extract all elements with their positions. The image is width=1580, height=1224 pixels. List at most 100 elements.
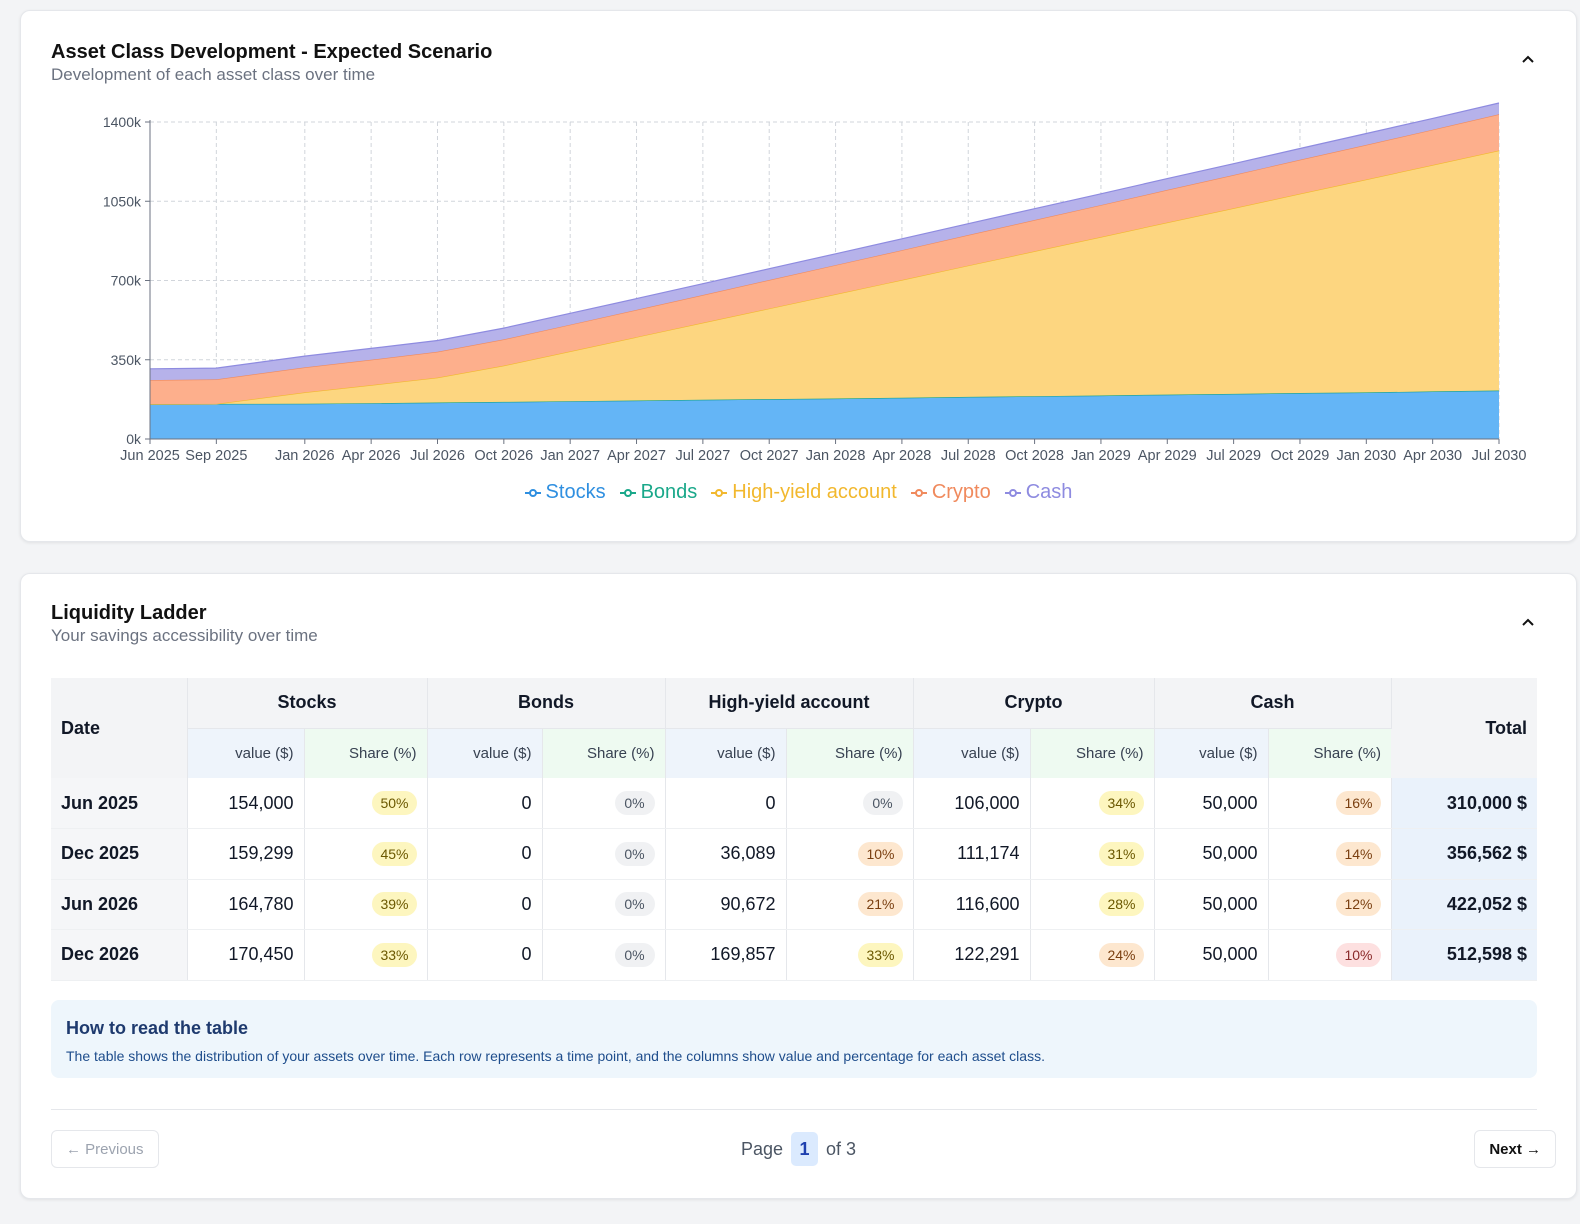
cell-share: 21% [786, 879, 914, 930]
legend-label: Stocks [545, 481, 606, 503]
table-row: Dec 2025 159,299 45% 0 0% 36,089 10% 111,174 31%… [51, 828, 1537, 880]
cell-value: 154,000 [187, 778, 305, 829]
legend-label: Crypto [931, 481, 991, 503]
table-row: Dec 2026 170,450 33% 0 0% 169,857 33% 122,291 24… [51, 929, 1537, 981]
cell-share: 24% [1030, 929, 1155, 981]
series-area-3 [150, 114, 1499, 405]
subheader-value: value ($) [1154, 728, 1269, 778]
cell-value: 50,000 [1154, 929, 1269, 981]
x-tick-label: Apr 2027 [607, 448, 666, 464]
x-tick-label: Jul 2026 [410, 448, 465, 464]
cell-value: 116,600 [913, 879, 1031, 930]
col-header-stocks: Stocks [187, 678, 428, 729]
cell-share: 16% [1268, 778, 1392, 829]
help-title: How to read the table [66, 1018, 249, 1038]
x-tick-label: Jul 2027 [675, 448, 730, 464]
cell-share: 0% [542, 929, 666, 981]
cell-value: 50,000 [1154, 778, 1269, 829]
table-row: Jun 2026 164,780 39% 0 0% 90,672 21% 116,600 28%… [51, 879, 1537, 930]
subheader-share: Share (%) [304, 728, 428, 778]
cell-share: 28% [1030, 879, 1155, 930]
share-badge: 33% [372, 942, 417, 967]
y-tick-label: 0k [126, 431, 142, 447]
collapse-chart-button[interactable] [1516, 47, 1540, 71]
cell-value: 90,672 [665, 879, 787, 930]
next-page-button[interactable]: Next → [1474, 1130, 1556, 1168]
share-badge: 24% [1099, 942, 1144, 967]
subheader-share: Share (%) [786, 728, 914, 778]
cell-share: 12% [1268, 879, 1392, 930]
cell-share: 10% [1268, 929, 1392, 981]
subheader-share: Share (%) [1268, 728, 1391, 778]
legend-item[interactable]: High-yield account [711, 481, 897, 504]
cell-share: 39% [304, 879, 428, 930]
subheader-value: value ($) [187, 728, 305, 778]
legend-item[interactable]: Cash [1004, 481, 1072, 504]
liquidity-table: Date Stocks Bonds High-yield account Cry… [51, 678, 1537, 981]
col-header-total: Total [1391, 678, 1537, 778]
pagination-info: Page 1 of 3 [21, 1130, 1576, 1168]
col-header-date: Date [51, 678, 188, 778]
x-tick-label: Jan 2028 [806, 448, 866, 464]
chart-legend: Stocks Bonds High-yield account Crypto Cash [21, 481, 1576, 504]
asset-area-chart: 0k 350k 700k 1050k 1400k Jun 2025 Sep 2025 Jan … [103, 102, 1526, 464]
cell-share: 45% [304, 828, 428, 880]
y-tick-label: 350k [111, 352, 142, 368]
x-tick-label: Oct 2026 [474, 448, 533, 464]
col-header-high-yield: High-yield account [665, 678, 914, 729]
subheader-value: value ($) [665, 728, 787, 778]
legend-label: High-yield account [732, 481, 897, 503]
cell-value: 111,174 [913, 828, 1031, 880]
share-badge: 31% [1099, 841, 1144, 866]
share-badge: 21% [858, 892, 903, 917]
share-badge: 39% [372, 892, 417, 917]
cell-share: 31% [1030, 828, 1155, 880]
x-tick-label: Apr 2026 [342, 448, 401, 464]
previous-page-button[interactable]: ← Previous [51, 1130, 159, 1168]
cell-share: 33% [786, 929, 914, 981]
cell-value: 106,000 [913, 778, 1031, 829]
share-badge: 10% [858, 841, 903, 866]
share-badge: 0% [614, 892, 655, 917]
x-tick-label: Oct 2028 [1005, 448, 1064, 464]
x-tick-label: Jan 2030 [1336, 448, 1396, 464]
legend-label: Bonds [640, 481, 698, 503]
legend-item[interactable]: Crypto [910, 481, 991, 504]
cell-value: 0 [427, 879, 543, 930]
share-badge: 34% [1099, 791, 1144, 815]
cell-value: 164,780 [187, 879, 305, 930]
cell-share: 0% [786, 778, 914, 829]
y-tick-label: 1050k [103, 193, 142, 209]
row-date: Dec 2025 [51, 828, 188, 880]
collapse-ladder-button[interactable] [1516, 610, 1540, 634]
cell-value: 0 [427, 778, 543, 829]
table-row: Jun 2025 154,000 50% 0 0% 0 0% 106,000 34% 50,000… [51, 778, 1537, 829]
chart-card-title: Asset Class Development - Expected Scena… [51, 41, 493, 63]
row-date: Dec 2026 [51, 929, 188, 981]
share-badge: 0% [862, 791, 903, 815]
legend-marker-icon [910, 488, 927, 498]
x-tick-label: Apr 2030 [1403, 448, 1462, 464]
cell-value: 0 [427, 929, 543, 981]
cell-value: 0 [665, 778, 787, 829]
cell-share: 33% [304, 929, 428, 981]
share-badge: 16% [1336, 791, 1381, 815]
cell-share: 14% [1268, 828, 1392, 880]
legend-marker-icon [619, 488, 636, 498]
ladder-card-title: Liquidity Ladder [51, 602, 207, 624]
col-header-bonds: Bonds [427, 678, 666, 729]
cell-share: 34% [1030, 778, 1155, 829]
share-badge: 28% [1099, 892, 1144, 917]
current-page: 1 [791, 1132, 818, 1166]
legend-item[interactable]: Stocks [524, 481, 606, 504]
series-area-2 [150, 150, 1499, 405]
page-total: of 3 [826, 1138, 857, 1159]
row-total: 422,052 $ [1391, 879, 1537, 930]
x-tick-label: Jan 2027 [540, 448, 600, 464]
x-tick-label: Jul 2029 [1206, 448, 1261, 464]
share-badge: 33% [858, 942, 903, 967]
legend-marker-icon [1004, 488, 1021, 498]
subheader-value: value ($) [427, 728, 543, 778]
row-date: Jun 2025 [51, 778, 188, 829]
legend-item[interactable]: Bonds [619, 481, 698, 504]
